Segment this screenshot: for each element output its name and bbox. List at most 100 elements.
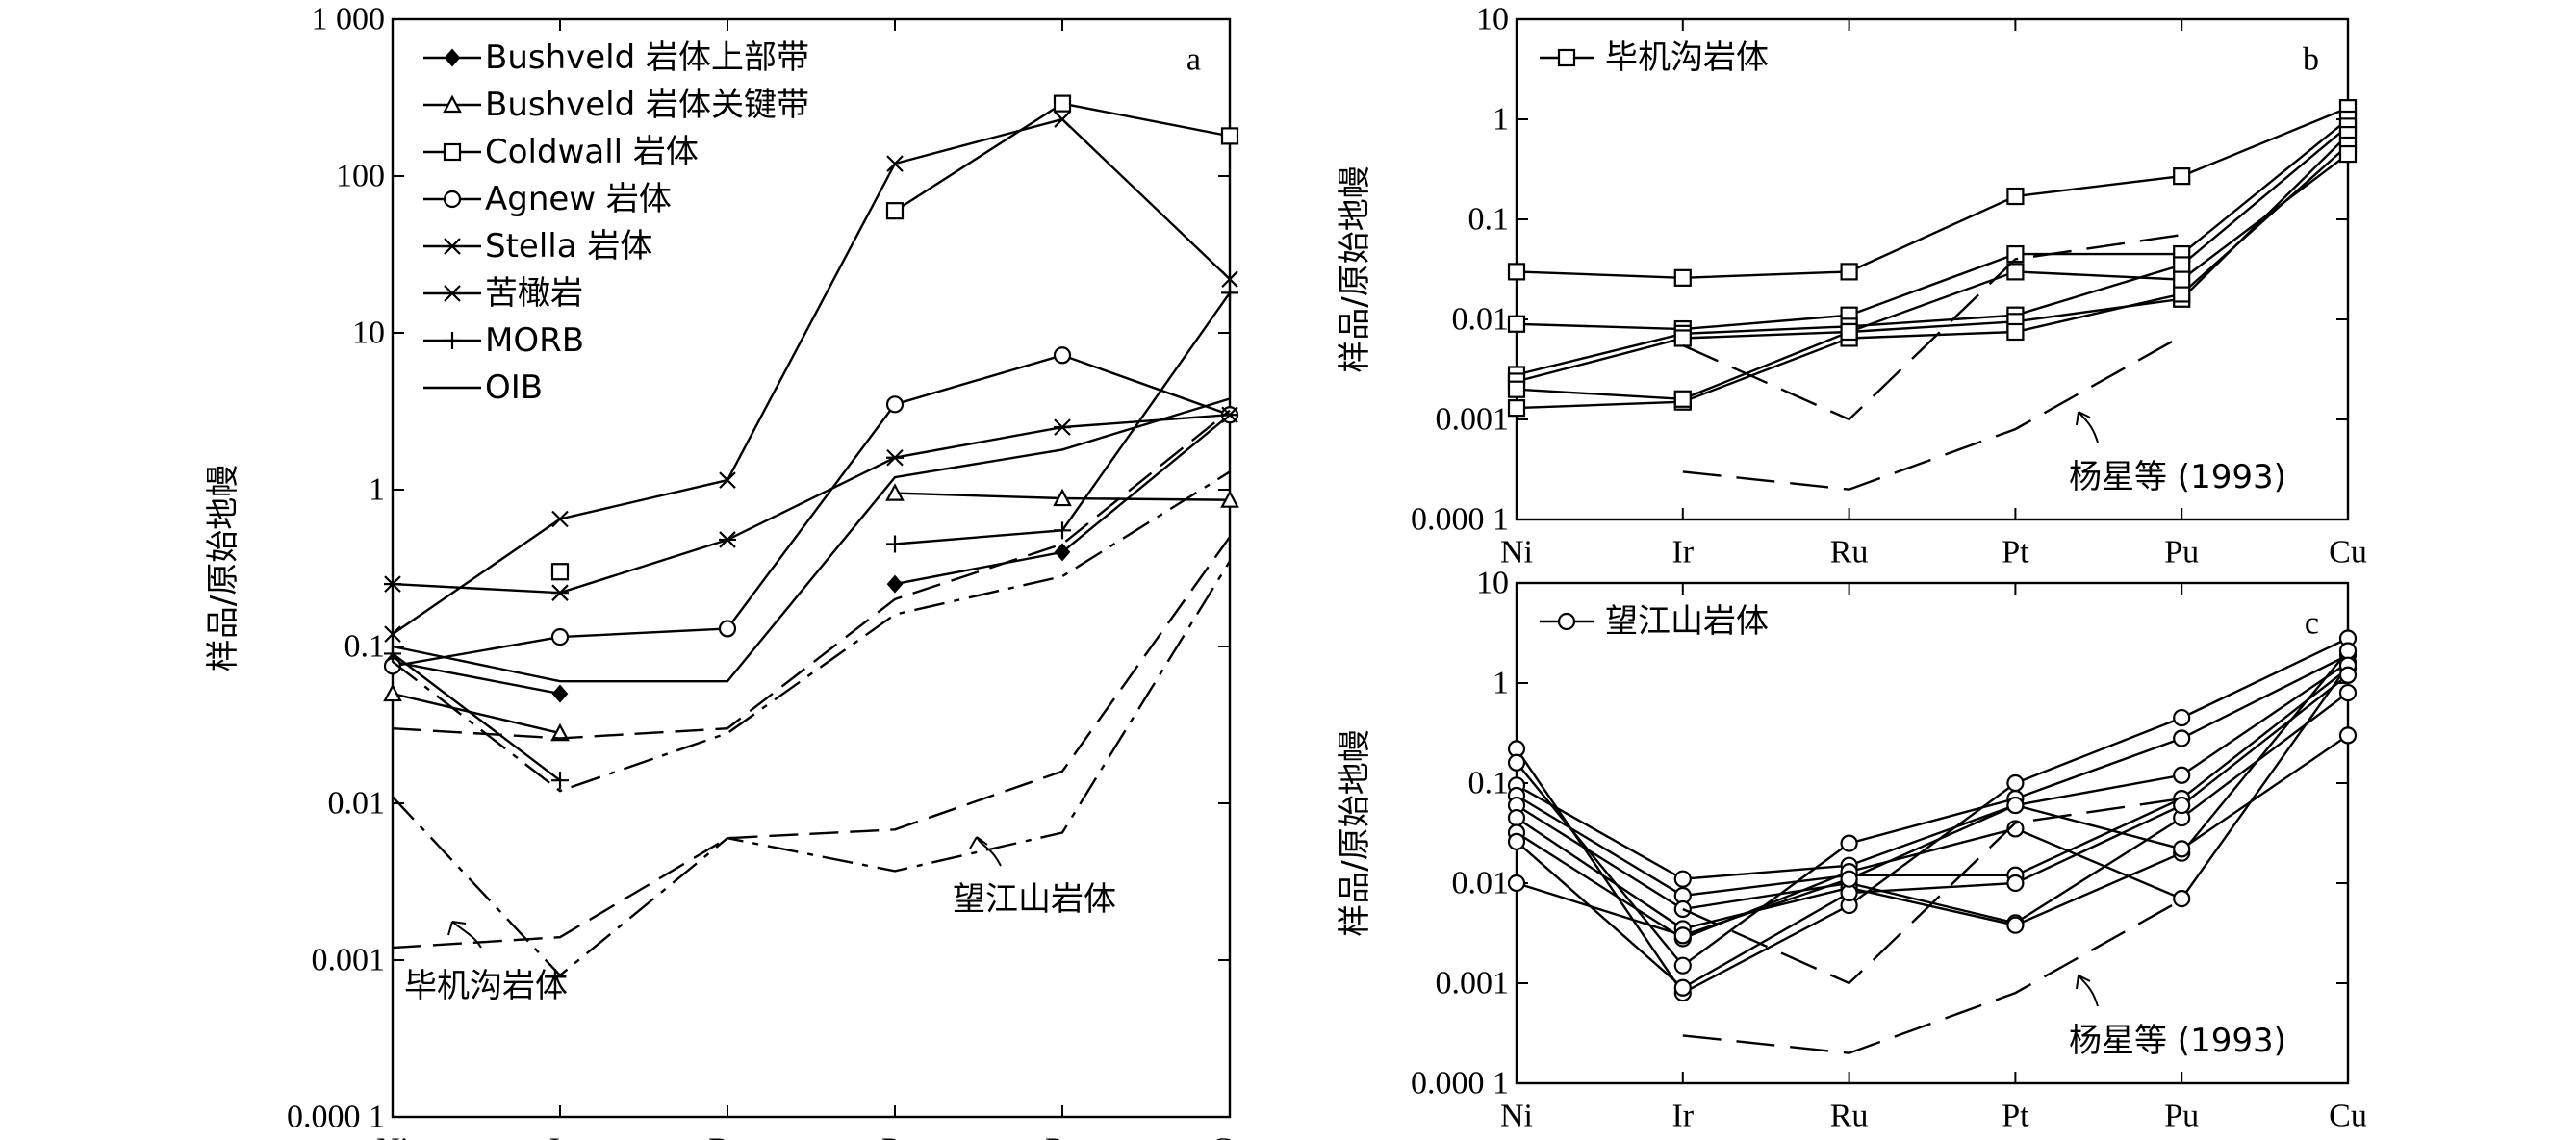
- data-point: [1673, 956, 1692, 975]
- data-point: [718, 620, 737, 638]
- panel-label: c: [2305, 606, 2319, 642]
- annotation-bijigou: 毕机沟岩体: [404, 967, 568, 1005]
- data-point: [2006, 773, 2025, 793]
- data-point: [2173, 256, 2191, 274]
- y-tick-label: 1: [369, 472, 385, 508]
- x-tick-label: Ni: [376, 1132, 409, 1140]
- annotation-arrow: [447, 921, 482, 949]
- series-line: [392, 291, 1231, 782]
- data-point: [2173, 840, 2191, 858]
- y-tick-label: 0.1: [344, 629, 386, 665]
- annotation-arrow: [2076, 975, 2099, 1007]
- panel-label: b: [2303, 42, 2319, 78]
- x-tick-label: Ir: [549, 1132, 572, 1140]
- series-line: [392, 492, 1231, 735]
- data-point: [885, 202, 905, 220]
- x-tick-label: Pu: [2164, 1099, 2199, 1134]
- x-tick-label: Pt: [2002, 535, 2029, 570]
- y-tick-label: 0.01: [1452, 302, 1510, 338]
- data-point: [2338, 666, 2358, 684]
- chart-panel-b: 0.000 1 0.001 0.01 0.1 1 10 Ni Ir Ru Pt Pu Cu 样品/原始地…: [1336, 2, 2367, 570]
- annotation-reference: 杨星等 (1993): [2069, 458, 2286, 496]
- legend-marker: [444, 48, 461, 67]
- y-tick-label: 0.001: [1436, 966, 1510, 1001]
- data-point: [1840, 834, 1858, 852]
- data-point: [1507, 380, 1526, 398]
- series-line: [392, 414, 1231, 696]
- data-point: [1840, 322, 1858, 342]
- data-point: [1220, 490, 1239, 508]
- legend-label: Bushveld 岩体关键带: [485, 86, 809, 124]
- x-tick-label: Ir: [1671, 535, 1694, 570]
- y-tick-label: 1 000: [312, 2, 386, 38]
- data-point: [1507, 315, 1526, 333]
- legend-marker: [1557, 48, 1576, 67]
- legend-label: 毕机沟岩体: [1605, 38, 1769, 77]
- y-tick-label: 0.01: [328, 786, 386, 822]
- plot-frame: [391, 17, 1232, 1119]
- series-line: [392, 536, 1231, 950]
- data-point: [1673, 926, 1692, 945]
- data-point: [2006, 796, 2025, 815]
- data-point: [1673, 870, 1692, 888]
- data-point: [1840, 870, 1858, 888]
- data-point: [1673, 329, 1692, 347]
- data-point: [384, 645, 401, 663]
- legend-marker: [443, 190, 462, 209]
- x-tick-label: Ru: [708, 1132, 747, 1140]
- legend-marker: [1557, 612, 1576, 631]
- data-point: [551, 772, 569, 790]
- legend-label: Bushveld 岩体上部带: [485, 38, 809, 77]
- annotation-reference: 杨星等 (1993): [2069, 1022, 2286, 1060]
- reference-line: [1682, 899, 2182, 1054]
- data-point: [384, 575, 401, 593]
- data-point: [2173, 285, 2191, 303]
- y-axis-label: 样品/原始地幔: [1336, 165, 1374, 372]
- data-point: [1054, 543, 1071, 562]
- x-tick-label: Pu: [2164, 535, 2199, 570]
- data-point: [1673, 978, 1692, 997]
- data-point: [1054, 418, 1071, 436]
- annotation-wangjiangshan: 望江山岩体: [953, 880, 1116, 919]
- data-point: [2006, 263, 2025, 281]
- panel-label: a: [1186, 42, 1201, 78]
- x-tick-label: Ru: [1830, 1099, 1869, 1134]
- data-point: [1053, 94, 1072, 113]
- data-point: [551, 510, 569, 528]
- x-tick-label: Ir: [1671, 1099, 1694, 1134]
- data-point: [550, 563, 570, 581]
- legend-label: Stella 岩体: [485, 227, 652, 266]
- series-line: [1516, 134, 2349, 383]
- data-point: [886, 535, 904, 553]
- data-point: [1507, 874, 1526, 893]
- data-point: [2006, 874, 2025, 893]
- data-point: [2173, 729, 2191, 747]
- legend-label: MORB: [485, 321, 584, 360]
- data-point: [384, 625, 401, 643]
- data-point: [2006, 916, 2025, 934]
- y-tick-label: 100: [336, 159, 385, 194]
- data-point: [2173, 167, 2191, 186]
- series-line: [1516, 653, 2349, 968]
- data-point: [2173, 796, 2191, 815]
- x-tick-label: Cu: [2329, 1099, 2367, 1134]
- y-tick-label: 0.1: [1468, 202, 1510, 238]
- data-point: [886, 155, 904, 172]
- data-point: [1507, 832, 1526, 850]
- y-axis-label: 样品/原始地幔: [1336, 729, 1374, 936]
- series-line: [1516, 106, 2349, 280]
- y-tick-label: 0.1: [1468, 766, 1510, 801]
- series-line: [1516, 734, 2349, 937]
- data-point: [2338, 683, 2358, 702]
- series-line: [392, 397, 1231, 683]
- legend-label: OIB: [485, 368, 543, 407]
- data-point: [383, 683, 402, 702]
- series-line: [392, 117, 1231, 636]
- y-tick-label: 1: [1492, 102, 1509, 138]
- data-point: [2173, 766, 2191, 784]
- legend-label: 望江山岩体: [1605, 602, 1769, 641]
- y-tick-label: 0.000 1: [1411, 502, 1509, 538]
- data-point: [2338, 144, 2358, 164]
- reference-line: [1682, 335, 2182, 491]
- series-line: [392, 409, 1231, 740]
